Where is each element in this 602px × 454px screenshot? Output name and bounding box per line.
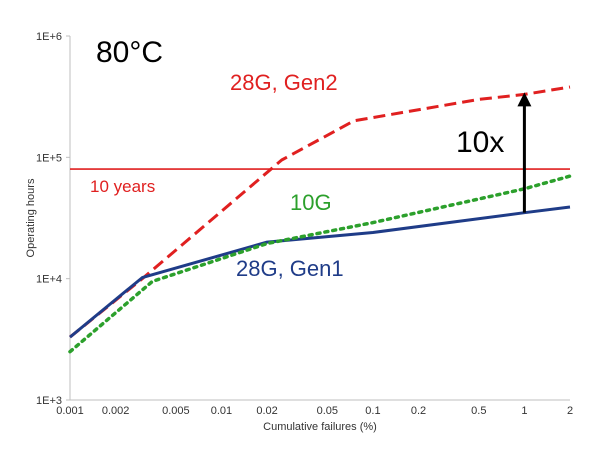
y-tick-labels: 1E+3 1E+4 1E+5 1E+6	[36, 31, 70, 407]
x-tick-label: 0.05	[317, 405, 338, 417]
annotation-group	[517, 92, 532, 213]
x-tick-labels: 0.001 0.002 0.005 0.01 0.02 0.05 0.1 0.2 0.5 1 2	[56, 405, 573, 417]
chart-title: 80°C	[96, 36, 163, 69]
x-tick-label: 0.001	[56, 405, 84, 417]
x-tick-label: 0.2	[411, 405, 426, 417]
x-tick-label: 0.005	[162, 405, 190, 417]
y-tick-label: 1E+3	[36, 395, 62, 407]
x-tick-label: 0.01	[211, 405, 232, 417]
x-tick-label: 0.002	[102, 405, 130, 417]
x-axis-title: Cumulative failures (%)	[263, 421, 377, 433]
x-tick-label: 0.5	[471, 405, 486, 417]
y-tick-label: 1E+6	[36, 31, 62, 43]
x-tick-label: 2	[567, 405, 573, 417]
annotation-arrow-head	[517, 92, 532, 107]
y-tick-label: 1E+4	[36, 274, 62, 286]
x-tick-label: 1	[521, 405, 527, 417]
y-tick-label: 1E+5	[36, 152, 62, 164]
x-tick-label: 0.1	[365, 405, 380, 417]
series-line-28g-gen1	[69, 205, 571, 339]
series-label-28g-gen2: 28G, Gen2	[230, 70, 338, 95]
x-tick-label: 0.02	[256, 405, 277, 417]
axes	[69, 36, 570, 401]
series-label-10g: 10G	[290, 190, 332, 215]
series-label-28g-gen1: 28G, Gen1	[236, 256, 344, 281]
reference-line-label: 10 years	[90, 177, 155, 196]
y-axis-title: Operating hours	[25, 178, 37, 257]
series-line-10g	[68, 174, 572, 354]
annotation-label: 10x	[456, 126, 504, 159]
